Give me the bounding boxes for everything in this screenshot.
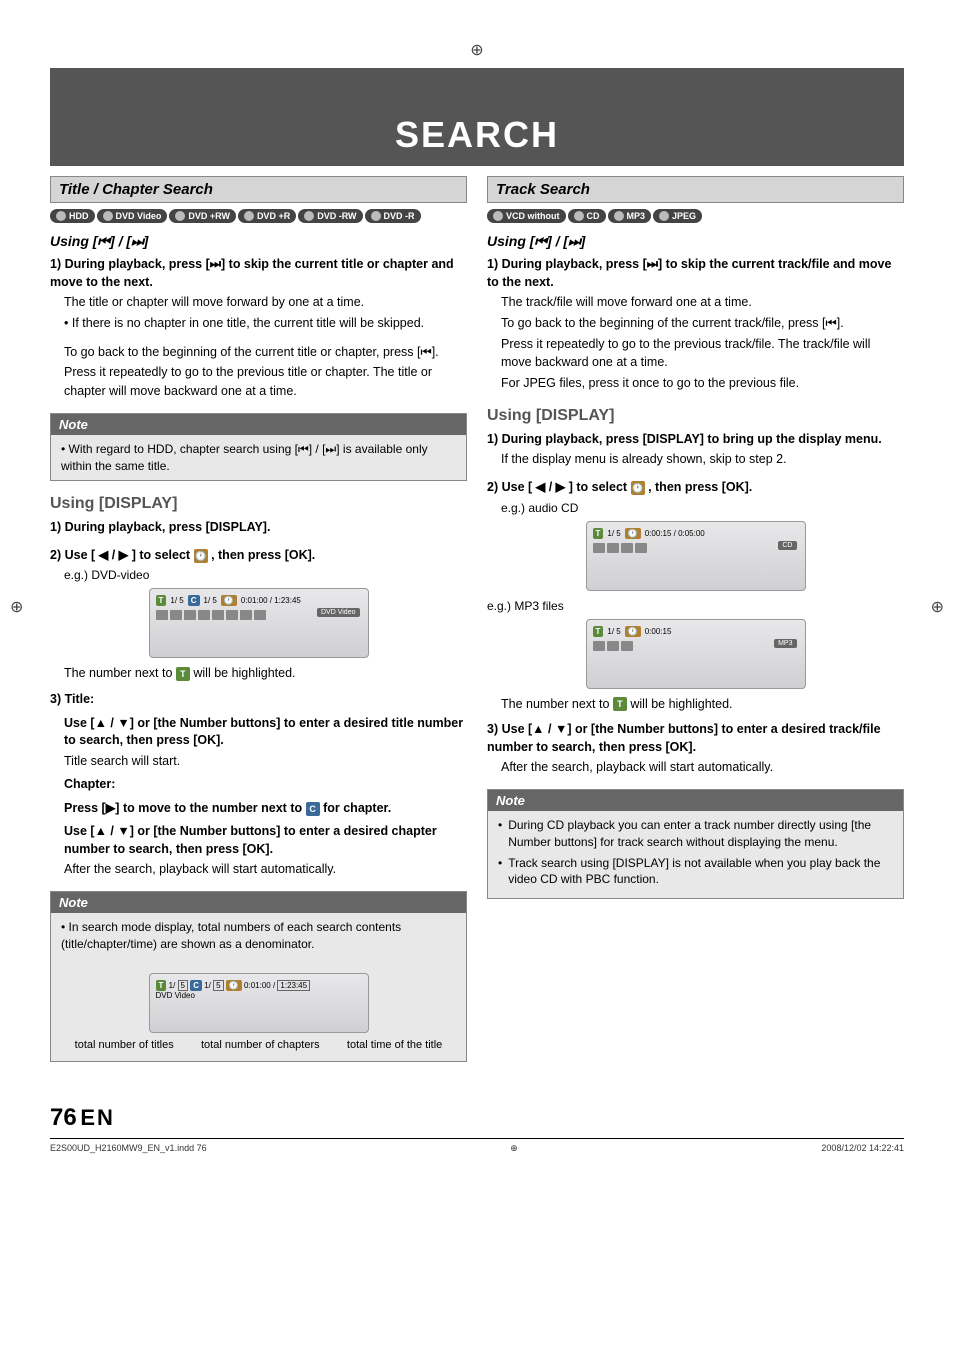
tiny-icon	[212, 610, 224, 620]
callout-time: total time of the title	[347, 1039, 442, 1051]
screen-label-dvd: DVD Video	[317, 608, 360, 617]
left-step3-chapter: Chapter:	[64, 776, 467, 794]
tiny-icon	[254, 610, 266, 620]
badge-mp3: MP3	[608, 209, 652, 223]
section-track-search: Track Search	[487, 176, 904, 203]
page-lang: EN	[80, 1105, 115, 1130]
left-step3-line1: Use [▲ / ▼] or [the Number buttons] to e…	[64, 715, 467, 750]
registration-mark-top: ⊕	[50, 40, 904, 60]
tiny-icon	[226, 610, 238, 620]
left-step1-body4: Press it repeatedly to go to the previou…	[64, 363, 467, 401]
right-step1-body3: Press it repeatedly to go to the previou…	[501, 335, 904, 373]
right-display-step2: 2) Use [ ◀ / ▶ ] to select 🕐 , then pres…	[487, 479, 904, 497]
callout-row: total number of titles total number of c…	[61, 1039, 456, 1051]
badge-jpeg: JPEG	[653, 209, 702, 223]
badge-dvd-minus-rw: DVD -RW	[298, 209, 362, 223]
mini-clock-badge: 🕐	[221, 595, 237, 606]
diagram-screen: T 1/ 5 C 1/ 5 🕐 0:01:00 / 1:23:45 DVD Vi…	[149, 973, 369, 1033]
left-step3-title: 3) Title:	[50, 691, 467, 709]
footer-timestamp: 2008/12/02 14:22:41	[821, 1143, 904, 1154]
left-step3-line4: Use [▲ / ▼] or [the Number buttons] to e…	[64, 823, 467, 858]
header-bar	[50, 68, 904, 108]
mini-t-badge: T	[156, 595, 167, 606]
disc-badges-right: VCD without CD MP3 JPEG	[487, 209, 904, 223]
eg-mp3-label: e.g.) MP3 files	[487, 599, 904, 613]
callout-titles: total number of titles	[75, 1039, 174, 1051]
tiny-icon	[156, 610, 168, 620]
right-display-step1: 1) During playback, press [DISPLAY] to b…	[487, 431, 904, 449]
clock-icon: 🕐	[631, 481, 645, 495]
eg-cd-label: e.g.) audio CD	[501, 501, 904, 515]
screen-mock-cd: T 1/ 5 🕐 0:00:15 / 0:05:00 CD	[586, 521, 806, 591]
tiny-icon	[170, 610, 182, 620]
badge-dvd-plus-rw: DVD +RW	[169, 209, 236, 223]
screen-mock-dvd: T 1/ 5 C 1/ 5 🕐 0:01:00 / 1:23:45	[149, 588, 369, 658]
right-step3-body: After the search, playback will start au…	[501, 758, 904, 777]
note-box-2: Note • In search mode display, total num…	[50, 891, 467, 1062]
using-skip-heading-left: Using [⏮] / [⏭]	[50, 233, 467, 250]
left-step1-body2: • If there is no chapter in one title, t…	[64, 314, 467, 333]
left-display-step2: 2) Use [ ◀ / ▶ ] to select 🕐 , then pres…	[50, 547, 467, 565]
page-footer: 76 EN	[50, 1104, 904, 1132]
badge-hdd: HDD	[50, 209, 95, 223]
disc-badges-left: HDD DVD Video DVD +RW DVD +R DVD -RW DVD…	[50, 209, 467, 223]
page-title: SEARCH	[50, 108, 904, 166]
using-skip-heading-right: Using [⏮] / [⏭]	[487, 233, 904, 250]
left-step3-line3: Press [▶] to move to the number next to …	[64, 800, 467, 818]
clock-icon: 🕐	[194, 549, 208, 563]
tiny-icon	[184, 610, 196, 620]
right-step1: 1) During playback, press [⏭] to skip th…	[487, 256, 904, 291]
badge-dvd-video: DVD Video	[97, 209, 168, 223]
right-step1-body4: For JPEG files, press it once to go to t…	[501, 374, 904, 393]
t-icon: T	[613, 697, 627, 711]
using-display-heading-left: Using [DISPLAY]	[50, 495, 467, 513]
caption-highlight-left: The number next to T will be highlighted…	[64, 666, 467, 681]
note-right-title: Note	[488, 790, 903, 811]
note-box-1: Note • With regard to HDD, chapter searc…	[50, 413, 467, 482]
note1-title: Note	[51, 414, 466, 435]
registration-mark-right: ⊕	[931, 597, 944, 617]
left-step1-body1: The title or chapter will move forward b…	[64, 293, 467, 312]
badge-vcd: VCD without	[487, 209, 566, 223]
eg-dvd-label: e.g.) DVD-video	[64, 568, 467, 582]
badge-dvd-minus-r: DVD -R	[365, 209, 421, 223]
callout-chapters: total number of chapters	[201, 1039, 320, 1051]
tiny-icon	[240, 610, 252, 620]
left-column: Title / Chapter Search HDD DVD Video DVD…	[50, 176, 467, 1074]
left-step1: 1) During playback, press [⏭] to skip th…	[50, 256, 467, 291]
t-icon: T	[176, 667, 190, 681]
right-column: Track Search VCD without CD MP3 JPEG Usi…	[487, 176, 904, 1074]
right-step3: 3) Use [▲ / ▼] or [the Number buttons] t…	[487, 721, 904, 756]
screen-mock-mp3: T 1/ 5 🕐 0:00:15 MP3	[586, 619, 806, 689]
section-title-chapter: Title / Chapter Search	[50, 176, 467, 203]
right-display-step1-body: If the display menu is already shown, sk…	[501, 450, 904, 469]
badge-dvd-plus-r: DVD +R	[238, 209, 296, 223]
left-step3-line5: After the search, playback will start au…	[64, 860, 467, 879]
left-display-step1: 1) During playback, press [DISPLAY].	[50, 519, 467, 537]
badge-cd: CD	[568, 209, 606, 223]
note2-body: • In search mode display, total numbers …	[51, 913, 466, 959]
tiny-icon	[198, 610, 210, 620]
mini-c-badge: C	[188, 595, 200, 606]
left-step3-line2: Title search will start.	[64, 752, 467, 771]
right-step1-body1: The track/file will move forward one at …	[501, 293, 904, 312]
screen-label-mp3: MP3	[774, 639, 796, 648]
caption-highlight-right: The number next to T will be highlighted…	[501, 697, 904, 712]
right-step1-body2: To go back to the beginning of the curre…	[501, 314, 904, 333]
note-bullet-1: •During CD playback you can enter a trac…	[498, 817, 893, 851]
screen-label-cd: CD	[778, 541, 796, 550]
left-step1-body3: To go back to the beginning of the curre…	[64, 343, 467, 362]
note1-body: • With regard to HDD, chapter search usi…	[51, 435, 466, 481]
page-number: 76	[50, 1104, 77, 1131]
note-box-right: Note •During CD playback you can enter a…	[487, 789, 904, 899]
registration-mark-left: ⊕	[10, 597, 23, 617]
footer-file: E2S00UD_H2160MW9_EN_v1.indd 76	[50, 1143, 207, 1154]
footer-meta: E2S00UD_H2160MW9_EN_v1.indd 76 ⊕ 2008/12…	[50, 1138, 904, 1154]
note-bullet-2: •Track search using [DISPLAY] is not ava…	[498, 855, 893, 889]
note2-title: Note	[51, 892, 466, 913]
using-display-heading-right: Using [DISPLAY]	[487, 407, 904, 425]
c-icon: C	[306, 802, 320, 816]
